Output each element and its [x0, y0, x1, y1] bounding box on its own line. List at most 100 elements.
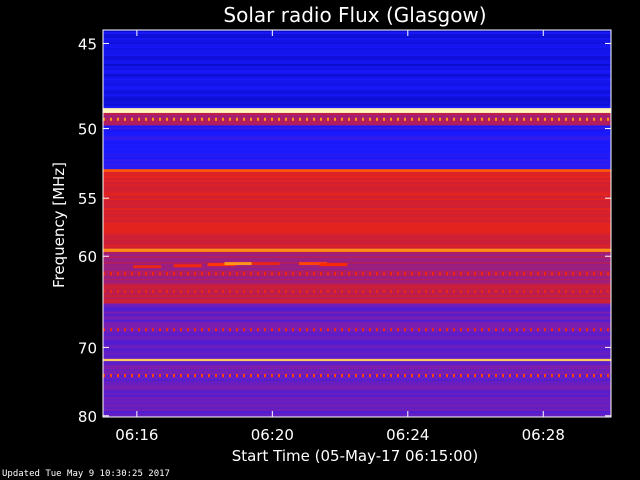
frequency-band — [103, 212, 611, 215]
frequency-band — [103, 64, 611, 67]
frequency-band — [103, 397, 611, 400]
frequency-band — [103, 282, 611, 285]
frequency-band — [103, 331, 611, 335]
frequency-band — [103, 222, 611, 225]
frequency-band — [103, 242, 611, 245]
frequency-band — [103, 355, 611, 358]
spectrogram-plot — [103, 30, 611, 418]
frequency-band — [103, 361, 611, 364]
frequency-band — [103, 218, 611, 221]
frequency-band — [103, 32, 611, 35]
frequency-band — [103, 141, 611, 144]
frequency-band — [103, 163, 611, 166]
x-tick-label: 06:20 — [251, 426, 294, 444]
frequency-band — [103, 155, 611, 158]
frequency-band — [103, 356, 611, 360]
frequency-band — [103, 250, 611, 253]
frequency-band — [103, 244, 611, 247]
y-tick-label: 70 — [78, 339, 97, 357]
frequency-band — [103, 52, 611, 55]
frequency-band — [103, 125, 611, 128]
burst-segment — [251, 262, 280, 266]
frequency-band — [103, 206, 611, 209]
frequency-band — [103, 315, 611, 318]
burst-segment — [319, 263, 348, 267]
frequency-band — [103, 188, 611, 191]
y-tick-label: 55 — [78, 190, 97, 208]
frequency-band — [103, 38, 611, 41]
updated-timestamp: Updated Tue May 9 10:30:25 2017 — [2, 469, 170, 479]
frequency-band — [103, 297, 611, 300]
frequency-band — [103, 175, 611, 179]
frequency-band — [103, 266, 611, 269]
frequency-band — [103, 299, 611, 302]
frequency-band — [103, 100, 611, 103]
frequency-band — [103, 80, 611, 83]
frequency-band — [103, 284, 611, 288]
frequency-band — [103, 98, 611, 101]
frequency-band — [103, 157, 611, 160]
frequency-band — [103, 224, 611, 227]
burst-segment — [173, 264, 202, 268]
frequency-band — [103, 202, 611, 205]
frequency-band — [103, 167, 611, 170]
frequency-band — [103, 305, 611, 308]
frequency-band — [103, 62, 611, 65]
frequency-band — [103, 171, 611, 175]
frequency-band — [103, 309, 611, 312]
frequency-band — [103, 121, 611, 124]
frequency-band — [103, 192, 611, 195]
frequency-band — [103, 104, 611, 107]
frequency-band — [103, 96, 611, 99]
frequency-band — [103, 393, 611, 396]
frequency-band — [103, 256, 611, 259]
burst-segment — [224, 262, 253, 266]
frequency-band — [103, 411, 611, 414]
frequency-band — [103, 260, 611, 263]
frequency-band — [103, 337, 611, 341]
frequency-band — [103, 347, 611, 350]
burst-segment — [133, 265, 161, 269]
frequency-band — [103, 149, 611, 152]
frequency-band — [103, 311, 611, 314]
frequency-band — [103, 88, 611, 91]
frequency-band — [103, 325, 611, 329]
frequency-band — [103, 123, 611, 126]
frequency-band — [103, 276, 611, 279]
frequency-band — [103, 177, 611, 181]
frequency-band — [103, 405, 611, 408]
frequency-band — [103, 341, 611, 344]
frequency-band — [103, 313, 611, 316]
frequency-band — [103, 371, 611, 374]
frequency-band — [103, 399, 611, 402]
frequency-band — [103, 251, 611, 255]
frequency-band — [103, 112, 611, 116]
frequency-band — [103, 381, 611, 384]
x-tick-label: 06:16 — [115, 426, 158, 444]
frequency-band — [103, 353, 611, 356]
frequency-band — [103, 301, 611, 304]
frequency-band — [103, 198, 611, 201]
frequency-band — [103, 379, 611, 382]
frequency-band — [103, 295, 611, 298]
x-tick-label: 06:28 — [522, 426, 565, 444]
x-axis-label: Start Time (05-May-17 06:15:00) — [232, 447, 478, 465]
frequency-band — [103, 226, 611, 229]
frequency-band — [103, 345, 611, 348]
frequency-band — [103, 46, 611, 49]
frequency-band — [103, 377, 611, 380]
frequency-band — [103, 106, 611, 109]
frequency-band — [103, 220, 611, 223]
frequency-band — [103, 48, 611, 51]
frequency-band — [103, 68, 611, 71]
burst-segment — [207, 263, 236, 267]
frequency-band — [103, 248, 611, 251]
plot-frame — [102, 29, 612, 418]
frequency-band — [103, 228, 611, 231]
frequency-band — [103, 389, 611, 392]
frequency-band — [103, 153, 611, 156]
frequency-band — [103, 50, 611, 53]
frequency-band — [103, 415, 611, 418]
frequency-band — [103, 319, 611, 322]
frequency-band — [103, 143, 611, 146]
